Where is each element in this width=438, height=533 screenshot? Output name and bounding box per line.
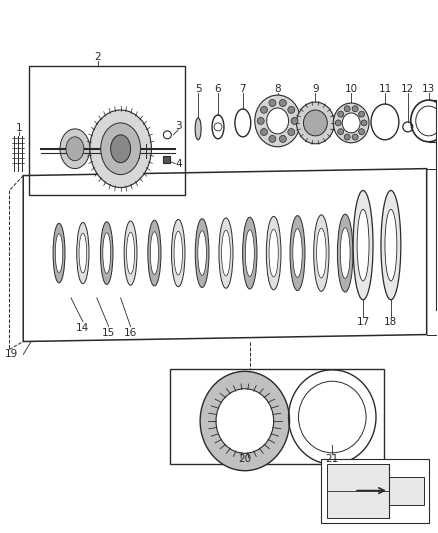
Text: 8: 8 [274, 84, 281, 94]
Ellipse shape [127, 232, 134, 274]
Ellipse shape [385, 209, 397, 281]
Ellipse shape [90, 110, 152, 188]
Bar [170, 369, 384, 464]
Text: 3: 3 [175, 121, 182, 131]
Circle shape [344, 134, 350, 140]
Ellipse shape [353, 190, 373, 300]
Circle shape [338, 128, 344, 135]
Ellipse shape [293, 229, 302, 278]
Circle shape [352, 134, 358, 140]
Text: 13: 13 [422, 84, 435, 94]
Ellipse shape [340, 228, 350, 278]
Ellipse shape [195, 118, 201, 140]
Ellipse shape [79, 233, 87, 273]
Ellipse shape [195, 219, 209, 287]
Circle shape [352, 106, 358, 112]
Text: 2: 2 [95, 52, 101, 62]
Circle shape [288, 107, 295, 114]
Ellipse shape [216, 389, 274, 453]
Text: 5: 5 [195, 84, 201, 94]
Ellipse shape [245, 230, 254, 277]
Bar [321, 459, 429, 523]
Ellipse shape [60, 129, 90, 168]
Ellipse shape [255, 95, 300, 147]
Ellipse shape [103, 233, 111, 273]
Text: 11: 11 [378, 84, 392, 94]
Text: 10: 10 [345, 84, 358, 94]
Ellipse shape [266, 216, 281, 290]
Text: 7: 7 [240, 84, 246, 94]
Circle shape [338, 111, 344, 117]
Bar [163, 156, 170, 163]
Ellipse shape [317, 228, 326, 278]
Ellipse shape [66, 137, 84, 160]
Text: 16: 16 [124, 328, 137, 337]
Circle shape [359, 128, 364, 135]
Ellipse shape [357, 209, 369, 281]
Ellipse shape [337, 214, 353, 292]
Text: 6: 6 [215, 84, 221, 94]
Text: 21: 21 [325, 454, 339, 464]
Bar [29, 66, 185, 196]
Ellipse shape [297, 102, 334, 144]
Circle shape [269, 100, 276, 107]
Circle shape [359, 111, 364, 117]
Ellipse shape [148, 220, 161, 286]
Circle shape [269, 135, 276, 142]
Ellipse shape [222, 230, 230, 276]
Circle shape [288, 128, 295, 135]
Ellipse shape [290, 216, 305, 290]
Text: 19: 19 [5, 350, 18, 359]
Circle shape [344, 106, 350, 112]
Ellipse shape [150, 232, 159, 274]
Ellipse shape [174, 231, 183, 275]
Ellipse shape [342, 113, 360, 133]
Ellipse shape [243, 217, 257, 289]
Ellipse shape [333, 103, 369, 143]
Text: 14: 14 [76, 322, 89, 333]
Ellipse shape [198, 231, 206, 276]
Circle shape [261, 128, 268, 135]
Circle shape [279, 100, 286, 107]
Circle shape [261, 107, 268, 114]
Ellipse shape [269, 229, 278, 277]
Text: 18: 18 [384, 317, 398, 327]
Text: 15: 15 [102, 328, 115, 337]
Circle shape [335, 120, 341, 126]
Circle shape [279, 135, 286, 142]
Circle shape [257, 117, 264, 124]
Ellipse shape [200, 372, 290, 471]
Ellipse shape [100, 222, 113, 285]
Ellipse shape [381, 190, 401, 300]
Ellipse shape [55, 233, 63, 272]
Text: 20: 20 [238, 454, 251, 464]
Ellipse shape [314, 215, 329, 292]
Text: 4: 4 [175, 159, 182, 168]
Text: 9: 9 [312, 84, 319, 94]
Text: 17: 17 [357, 317, 370, 327]
Ellipse shape [172, 220, 185, 287]
Text: 1: 1 [16, 123, 23, 133]
Circle shape [361, 120, 367, 126]
Ellipse shape [219, 218, 233, 288]
Ellipse shape [77, 222, 89, 284]
Ellipse shape [304, 110, 327, 136]
Polygon shape [327, 464, 424, 519]
Ellipse shape [124, 221, 137, 285]
Ellipse shape [267, 108, 289, 134]
Ellipse shape [101, 123, 141, 175]
Ellipse shape [111, 135, 131, 163]
Circle shape [291, 117, 298, 124]
Text: 12: 12 [401, 84, 414, 94]
Ellipse shape [53, 223, 65, 283]
